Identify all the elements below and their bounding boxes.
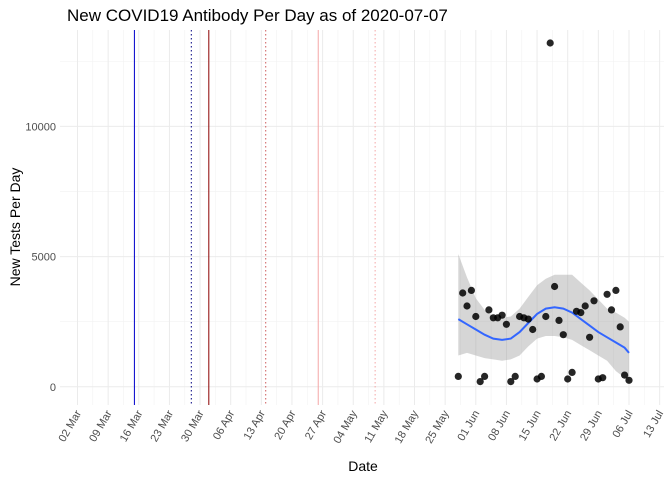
data-point xyxy=(472,312,480,321)
y-axis-ticks: 0 5000 10000 xyxy=(25,121,56,393)
data-point xyxy=(524,315,532,323)
data-point xyxy=(454,372,462,380)
x-tick-label: 25 May xyxy=(423,408,452,446)
x-tick-label: 16 Mar xyxy=(118,408,146,444)
data-point xyxy=(577,309,585,317)
data-point xyxy=(467,286,475,294)
data-point xyxy=(621,371,629,379)
x-tick-label: 15 Jun xyxy=(517,409,544,444)
smooth-line xyxy=(457,306,630,354)
x-tick-label: 30 Mar xyxy=(179,408,207,444)
data-point xyxy=(607,306,616,314)
data-point xyxy=(568,368,576,376)
data-point xyxy=(625,376,633,384)
data-point xyxy=(537,372,546,380)
x-tick-label: 01 Jun xyxy=(455,409,482,444)
chart-title: New COVID19 Antibody Per Day as of 2020-… xyxy=(67,6,448,25)
x-tick-label: 13 Jul xyxy=(641,409,666,440)
data-point xyxy=(586,333,594,341)
data-point xyxy=(542,312,550,321)
data-point xyxy=(476,378,484,386)
data-point xyxy=(590,297,598,305)
x-tick-label: 18 May xyxy=(393,408,422,446)
smooth-trend-line xyxy=(457,306,630,354)
data-point xyxy=(498,311,506,319)
x-tick-label: 11 May xyxy=(362,408,390,445)
y-axis-title: New Tests Per Day xyxy=(7,168,23,287)
x-tick-label: 27 Apr xyxy=(303,408,329,442)
x-tick-label: 13 Apr xyxy=(242,408,268,442)
data-point xyxy=(555,316,563,324)
x-tick-label: 08 Jun xyxy=(486,409,513,444)
data-point xyxy=(529,325,537,334)
data-point xyxy=(459,289,467,297)
data-point xyxy=(551,282,559,291)
data-point xyxy=(507,378,515,386)
minor-grid xyxy=(60,30,664,405)
data-point xyxy=(603,290,611,298)
event-lines xyxy=(133,30,376,405)
y-tick-label: 10000 xyxy=(25,121,56,133)
data-point xyxy=(502,320,510,328)
data-point xyxy=(463,302,471,310)
x-axis-ticks: 02 Mar 09 Mar 16 Mar 23 Mar 30 Mar 06 Apr 13 A… xyxy=(57,408,667,446)
data-point xyxy=(546,39,554,47)
data-point xyxy=(612,286,620,294)
x-axis-title: Date xyxy=(348,458,378,474)
data-point xyxy=(511,372,519,380)
x-tick-label: 06 Apr xyxy=(211,408,237,442)
data-points xyxy=(454,39,633,386)
x-tick-label: 06 Jul xyxy=(611,409,636,440)
data-point xyxy=(564,375,572,383)
data-point xyxy=(581,302,589,310)
x-tick-label: 04 May xyxy=(331,408,360,446)
x-tick-label: 09 Mar xyxy=(87,408,115,444)
data-point xyxy=(481,372,489,380)
x-tick-label: 20 Apr xyxy=(272,408,298,442)
x-tick-label: 23 Mar xyxy=(149,408,177,444)
data-point xyxy=(616,323,624,331)
major-grid xyxy=(60,30,664,405)
data-point xyxy=(485,306,493,314)
y-tick-label: 5000 xyxy=(32,252,56,264)
y-tick-label: 0 xyxy=(50,382,56,394)
data-point xyxy=(559,331,567,339)
data-point xyxy=(599,374,607,382)
x-tick-label: 29 Jun xyxy=(578,409,605,444)
x-tick-label: 02 Mar xyxy=(57,408,85,444)
x-tick-label: 22 Jun xyxy=(547,409,574,444)
